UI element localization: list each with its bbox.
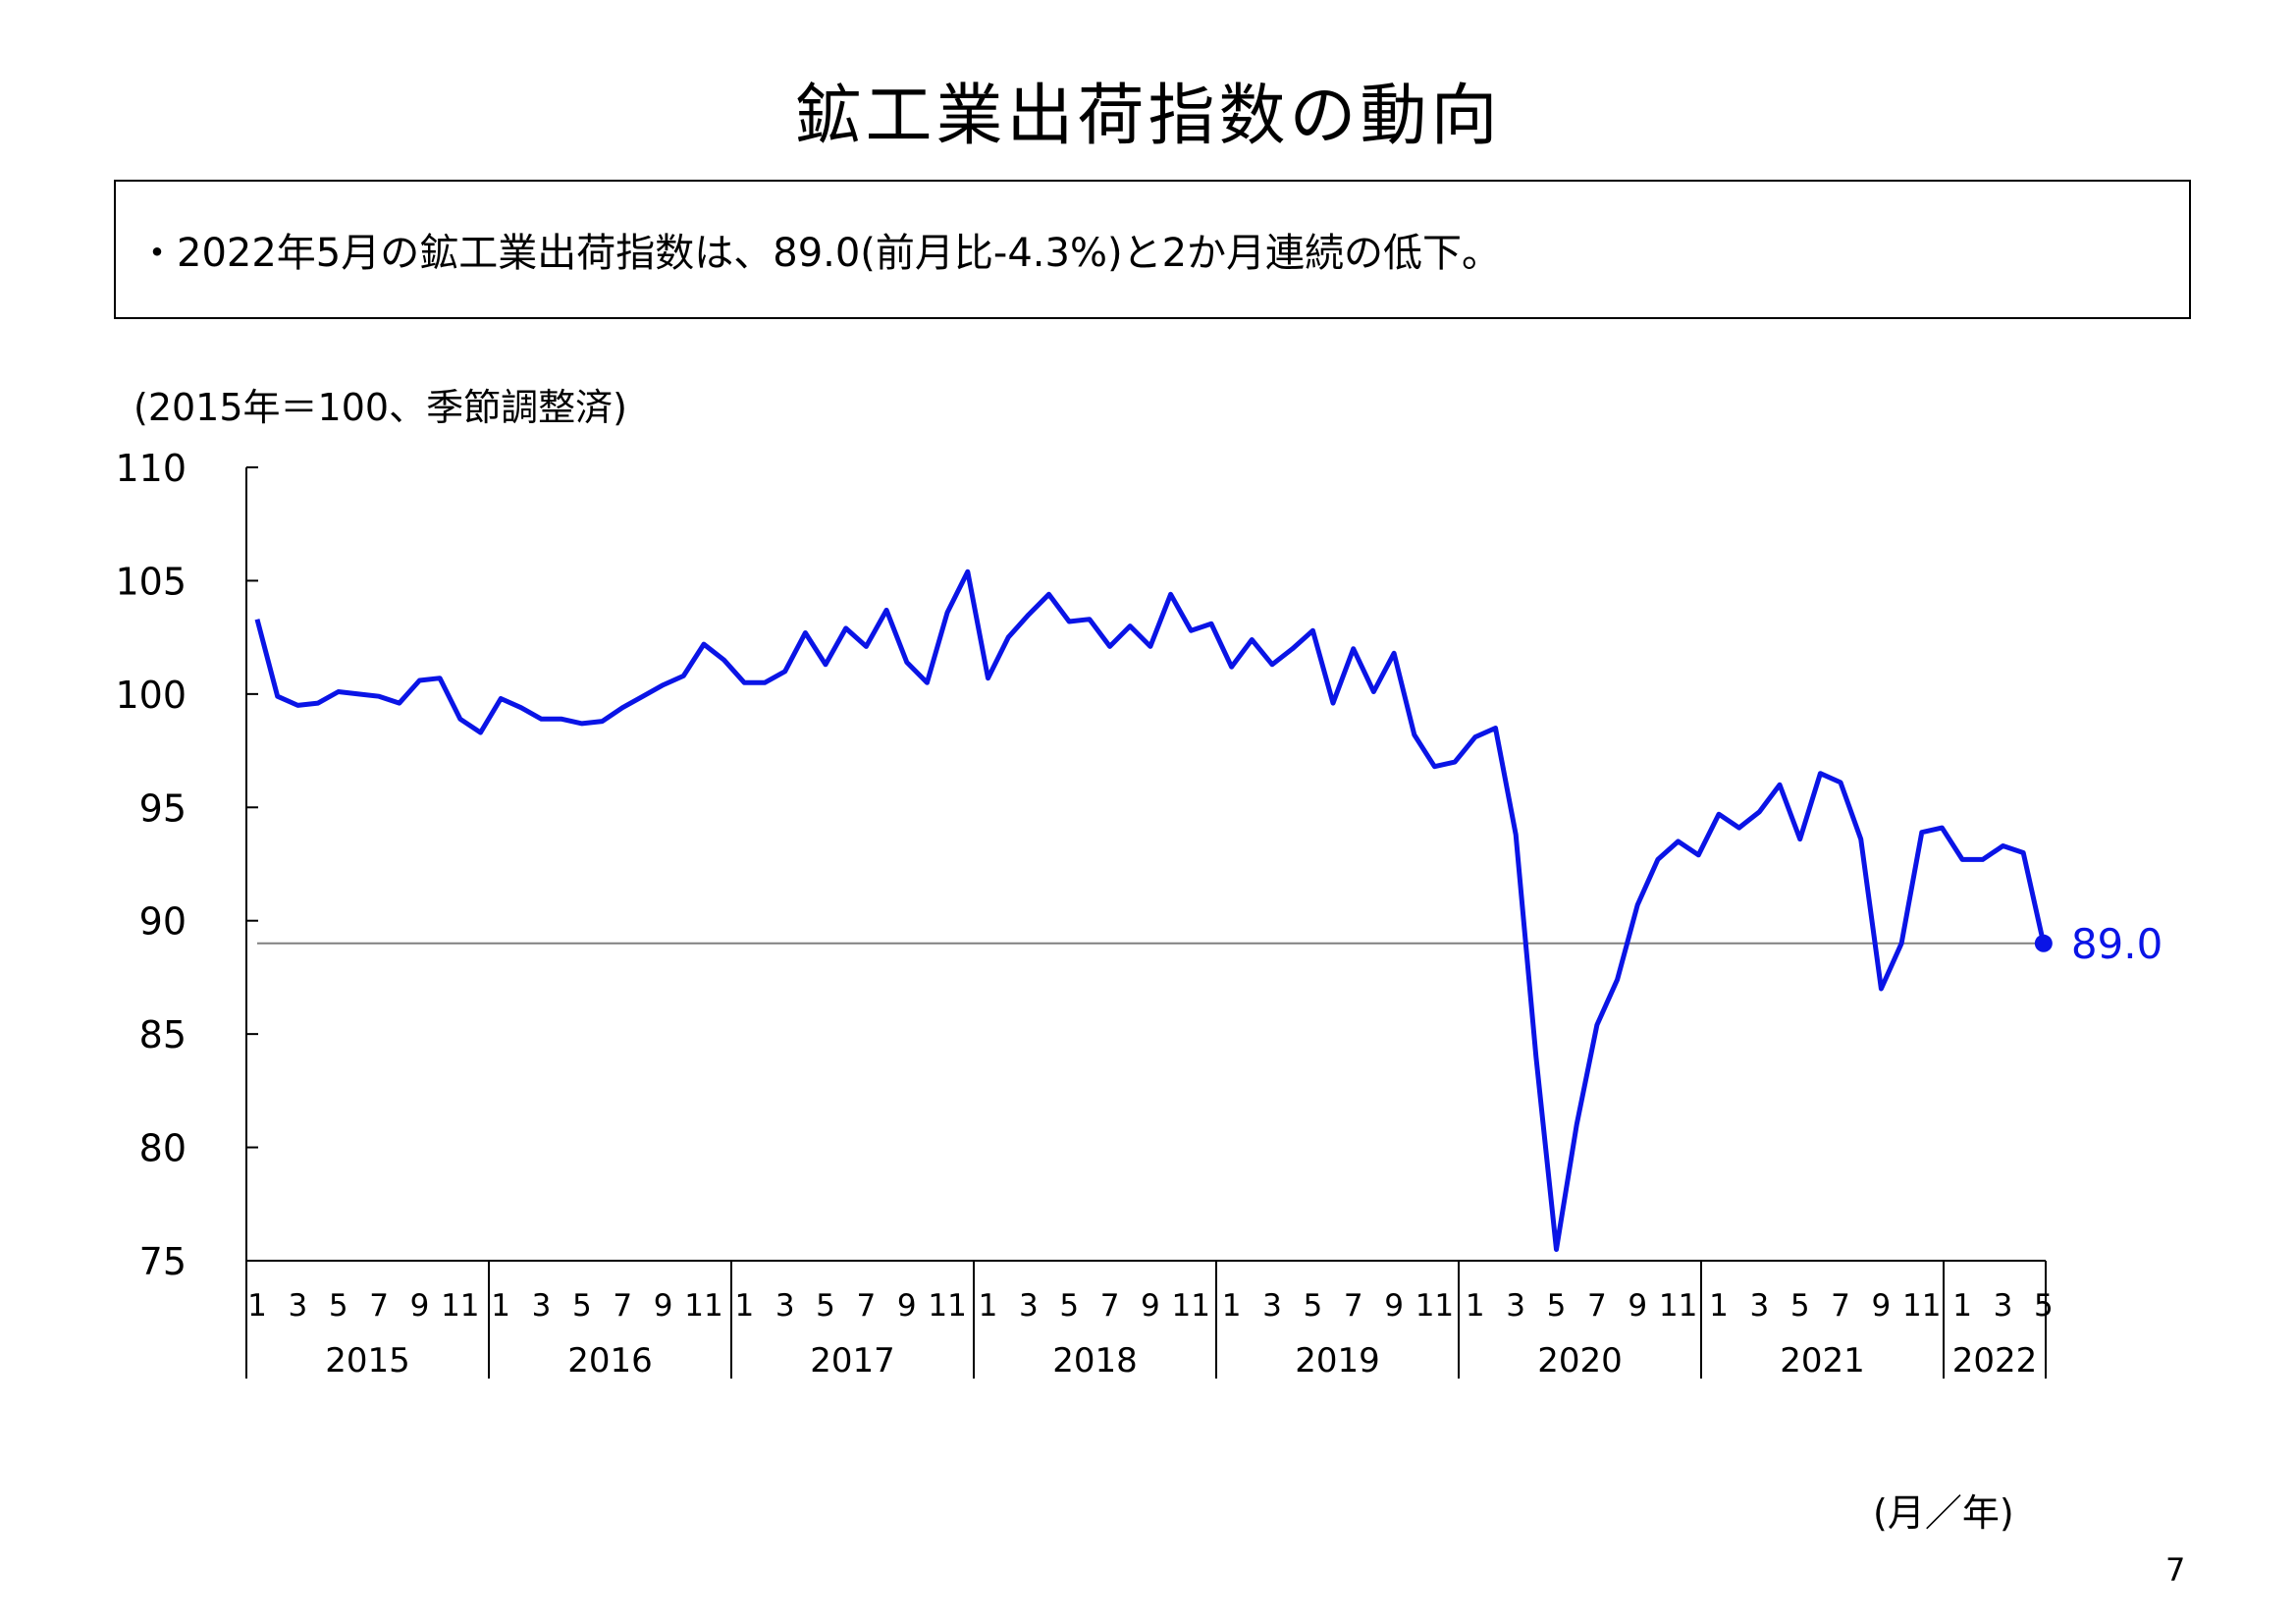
x-year-label: 2015 <box>325 1341 410 1380</box>
x-month-tick-label: 5 <box>1547 1288 1567 1324</box>
x-year-label: 2021 <box>1780 1341 1865 1380</box>
x-month-tick-label: 1 <box>1466 1288 1485 1324</box>
y-axis: 110 105 100 95 90 85 80 75 <box>115 447 258 1283</box>
x-year-label: 2020 <box>1537 1341 1623 1380</box>
y-tick-label: 110 <box>115 447 187 490</box>
summary-text: ・2022年5月の鉱工業出荷指数は、89.0(前月比-4.3%)と2か月連続の低… <box>137 231 1502 276</box>
x-month-tick-label: 9 <box>1872 1288 1892 1324</box>
x-month-tick-label: 1 <box>1709 1288 1729 1324</box>
last-value-label: 89.0 <box>2071 920 2163 968</box>
x-month-tick-label: 3 <box>1019 1288 1039 1324</box>
last-point-marker <box>2034 934 2053 952</box>
x-month-tick-label: 11 <box>684 1288 722 1324</box>
y-tick-label: 105 <box>115 560 187 603</box>
x-month-tick-label: 5 <box>816 1288 835 1324</box>
x-month-tick-label: 1 <box>1222 1288 1242 1324</box>
x-month-tick-label: 9 <box>1141 1288 1160 1324</box>
x-year-label: 2016 <box>567 1341 653 1380</box>
y-tick-label: 85 <box>139 1013 187 1056</box>
x-month-tick-label: 9 <box>1384 1288 1404 1324</box>
x-month-tick-label: 5 <box>572 1288 592 1324</box>
x-month-tick-label: 11 <box>1172 1288 1210 1324</box>
x-month-tick-label: 9 <box>897 1288 917 1324</box>
x-month-tick-label: 5 <box>329 1288 348 1324</box>
x-month-tick-label: 11 <box>1415 1288 1454 1324</box>
series-group: 89.0 <box>254 568 2163 1252</box>
x-month-tick-label: 3 <box>532 1288 552 1324</box>
x-month-tick-label: 7 <box>857 1288 877 1324</box>
x-month-tick-label: 7 <box>613 1288 632 1324</box>
x-month-tick-label: 5 <box>1059 1288 1079 1324</box>
summary-box: ・2022年5月の鉱工業出荷指数は、89.0(前月比-4.3%)と2か月連続の低… <box>114 180 2191 319</box>
x-month-tick-label: 11 <box>928 1288 966 1324</box>
x-month-tick-label: 5 <box>1303 1288 1322 1324</box>
x-month-tick-label: 3 <box>775 1288 795 1324</box>
x-month-tick-label: 1 <box>979 1288 998 1324</box>
x-month-tick-label: 7 <box>1344 1288 1363 1324</box>
x-month-tick-label: 7 <box>369 1288 389 1324</box>
x-year-label: 2019 <box>1295 1341 1380 1380</box>
y-tick-label: 90 <box>139 900 187 944</box>
x-month-tick-label: 3 <box>1749 1288 1769 1324</box>
x-month-tick-label: 1 <box>491 1288 510 1324</box>
y-tick-label: 80 <box>139 1127 187 1170</box>
x-month-tick-label: 9 <box>1628 1288 1647 1324</box>
x-year-label: 2017 <box>810 1341 895 1380</box>
y-tick-label: 75 <box>139 1240 187 1283</box>
x-month-tick-label: 11 <box>1902 1288 1941 1324</box>
x-year-label: 2022 <box>1952 1341 2038 1380</box>
x-month-tick-label: 3 <box>1994 1288 2013 1324</box>
x-year-label: 2018 <box>1052 1341 1138 1380</box>
x-month-tick-label: 3 <box>1506 1288 1525 1324</box>
x-month-tick-label: 1 <box>734 1288 754 1324</box>
x-month-tick-label: 7 <box>1587 1288 1607 1324</box>
x-month-tick-label: 11 <box>441 1288 479 1324</box>
x-axis-unit-label: (月／年) <box>1873 1491 2014 1535</box>
page-number: 7 <box>2165 1551 2186 1589</box>
series-line <box>254 568 2047 1252</box>
x-month-tick-label: 3 <box>288 1288 307 1324</box>
x-month-tick-label: 5 <box>2034 1288 2054 1324</box>
x-month-tick-label: 3 <box>1262 1288 1282 1324</box>
x-month-tick-label: 1 <box>1952 1288 1972 1324</box>
x-month-tick-label: 5 <box>1790 1288 1810 1324</box>
y-axis-unit-note: (2015年＝100、季節調整済) <box>133 386 627 429</box>
x-month-tick-label: 7 <box>1100 1288 1120 1324</box>
x-month-tick-label: 7 <box>1831 1288 1850 1324</box>
page-title: 鉱工業出荷指数の動向 <box>794 78 1502 155</box>
x-month-tick-label: 1 <box>247 1288 267 1324</box>
x-month-tick-label: 11 <box>1659 1288 1697 1324</box>
y-tick-label: 95 <box>139 786 187 830</box>
x-month-tick-label: 9 <box>410 1288 430 1324</box>
x-month-tick-label: 9 <box>654 1288 673 1324</box>
y-tick-label: 100 <box>115 674 187 717</box>
